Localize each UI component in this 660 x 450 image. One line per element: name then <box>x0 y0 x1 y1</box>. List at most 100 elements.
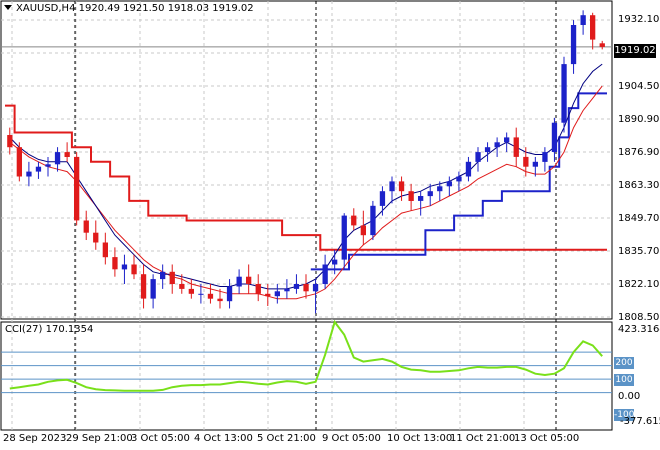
candle-body <box>188 288 194 294</box>
candle-body <box>513 137 519 157</box>
candle-body <box>246 276 252 284</box>
candle-body <box>456 176 462 182</box>
candle-body <box>160 271 166 280</box>
candle-body <box>274 291 280 297</box>
candle-body <box>427 191 433 197</box>
candle-body <box>35 166 42 172</box>
candle-body <box>121 264 128 270</box>
cci-min-tick: -377.615 <box>620 416 660 427</box>
price-tick: 1932.10 <box>618 14 660 25</box>
cci-level-200: 200 <box>614 357 634 369</box>
candle-body <box>532 161 538 167</box>
candle-body <box>570 25 577 65</box>
candle-body <box>284 288 290 292</box>
price-tick: 1863.30 <box>618 180 660 191</box>
fast-ma-line <box>9 63 603 290</box>
candle-body <box>16 147 22 177</box>
candle-body <box>102 242 108 258</box>
cci-max-tick: 423.3164 <box>618 324 660 335</box>
candle-body <box>580 15 586 25</box>
cci-line <box>9 319 603 392</box>
price-tick: 1822.10 <box>618 279 660 290</box>
candle-body <box>74 156 80 221</box>
candle-body <box>150 279 156 299</box>
candle-body <box>379 191 386 206</box>
candle-body <box>26 171 32 177</box>
candle-body <box>418 196 424 201</box>
candle-body <box>54 152 61 165</box>
price-pane-frame <box>0 0 613 320</box>
candle-body <box>475 152 481 162</box>
candle-body <box>551 122 558 152</box>
time-tick: 13 Oct 05:00 <box>514 433 580 444</box>
cci-label: CCI(27) 170.1354 <box>5 324 94 335</box>
candle-body <box>542 152 548 162</box>
candle-body <box>322 264 328 284</box>
candle-body <box>131 264 137 275</box>
candle-body <box>465 161 472 177</box>
candle-body <box>169 271 175 284</box>
candle-body <box>217 298 223 302</box>
candle-body <box>236 276 242 287</box>
candle-body <box>207 293 214 299</box>
candle-body <box>561 64 567 123</box>
time-tick: 29 Sep 21:00 <box>66 433 133 444</box>
price-tick: 1904.50 <box>618 81 660 92</box>
candle-body <box>64 152 70 157</box>
candle-body <box>93 232 99 243</box>
slow-ma-line <box>9 85 603 300</box>
candle-body <box>112 257 118 270</box>
price-tick: 1835.70 <box>618 246 660 257</box>
dropdown-triangle-icon[interactable] <box>4 5 12 10</box>
candle-body <box>351 215 357 226</box>
candle-body <box>226 286 233 302</box>
time-tick: 11 Oct 21:00 <box>450 433 516 444</box>
candle-body <box>265 293 271 297</box>
cci-level-100: 100 <box>614 374 634 386</box>
time-tick: 4 Oct 13:00 <box>194 433 253 444</box>
candle-body <box>408 191 414 201</box>
candle-body <box>599 43 605 47</box>
cci-level-minus-100: -100 <box>614 409 635 421</box>
candle-body <box>293 284 300 289</box>
candle-body <box>7 135 13 148</box>
candle-body <box>389 181 395 192</box>
price-tick: 1808.50 <box>618 312 660 323</box>
candle-body <box>179 284 185 289</box>
candle-body <box>341 215 347 260</box>
symbol-label: XAUUSD,H4 <box>16 3 76 14</box>
time-tick: 9 Oct 05:00 <box>322 433 381 444</box>
candle-body <box>370 205 376 236</box>
lower-band-line <box>310 92 607 271</box>
candle-body <box>398 181 405 192</box>
price-tick: 1876.90 <box>618 147 660 158</box>
candle-body <box>446 181 452 187</box>
price-tick: 1890.90 <box>618 114 660 125</box>
candle-body <box>494 142 500 148</box>
candle-body <box>360 225 366 236</box>
cci-zero-tick: 0.00 <box>618 391 641 402</box>
candle-body <box>255 284 261 294</box>
candle-body <box>437 186 443 192</box>
price-tick: 1849.70 <box>618 213 660 224</box>
candle-body <box>484 147 491 153</box>
candle-body <box>312 284 319 292</box>
candle-body <box>45 164 51 167</box>
current-price-badge: 1919.02 <box>614 44 656 58</box>
time-tick: 10 Oct 13:00 <box>387 433 453 444</box>
candle-body <box>332 259 338 265</box>
candle-body <box>83 220 89 233</box>
upper-band-line <box>5 104 607 251</box>
symbol-header: XAUUSD,H4 1920.49 1921.50 1918.03 1919.0… <box>4 3 254 14</box>
time-tick: 5 Oct 21:00 <box>257 433 316 444</box>
candle-body <box>590 15 596 40</box>
ohlc-values: 1920.49 1921.50 1918.03 1919.02 <box>78 3 254 14</box>
time-tick: 28 Sep 2023 <box>3 433 67 444</box>
candle-body <box>523 156 529 167</box>
time-tick: 3 Oct 05:00 <box>131 433 190 444</box>
cci-pane-frame <box>0 321 613 431</box>
candle-body <box>504 137 510 143</box>
candle-body <box>198 293 204 295</box>
candle-body <box>303 284 309 292</box>
